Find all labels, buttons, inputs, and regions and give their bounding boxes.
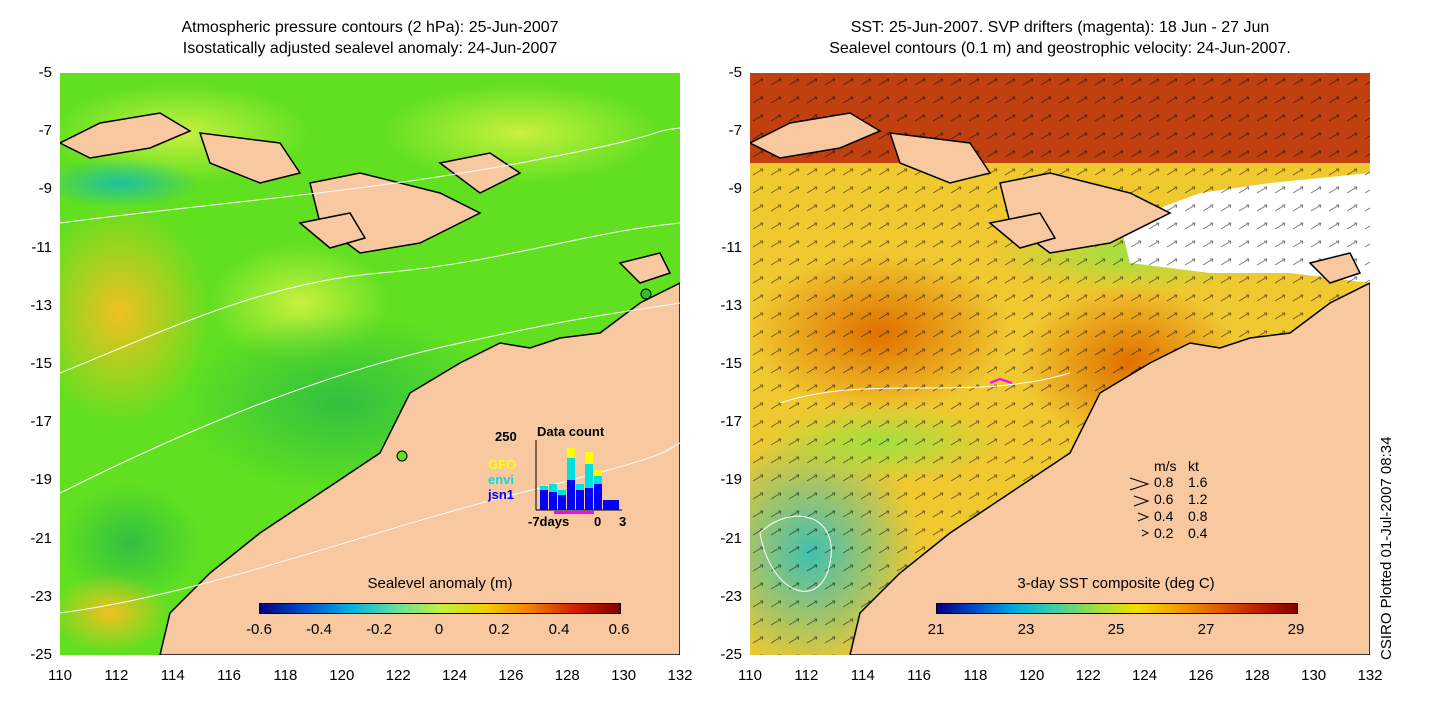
rightY-tick: -21 [720, 529, 742, 547]
rightY-tick: -25 [720, 646, 742, 663]
leftCBticks-label: 0.2 [488, 621, 510, 638]
velocity-legend-kt-4: 0.4 [1188, 525, 1208, 541]
rightCBticks-label: 29 [1287, 621, 1305, 638]
sst-map [750, 73, 1370, 655]
leftX-tick: 114 [160, 667, 185, 684]
rightX-tick: 128 [1244, 667, 1270, 684]
rightCBticks-label: 21 [927, 621, 945, 638]
left-title-line2: Isostatically adjusted sealevel anomaly:… [182, 40, 558, 57]
leftX-tick: 116 [217, 667, 242, 684]
rightY-tick: -11 [721, 238, 742, 256]
leftCBticks-label: -0.6 [246, 621, 272, 638]
leftY-tick: -5 [38, 64, 52, 81]
leftX-tick: 112 [104, 667, 129, 684]
rightX-tick: 130 [1301, 667, 1327, 684]
rightY-tick: -23 [720, 587, 742, 605]
velocity-legend-kt-3: 0.8 [1188, 508, 1208, 524]
velocity-legend-kt-1: 1.6 [1188, 474, 1208, 490]
rightY-tick: -17 [720, 413, 742, 431]
velocity-legend-kt-2: 1.2 [1188, 491, 1208, 507]
velocity-legend-ms-1: 0.8 [1154, 474, 1174, 490]
velocity-legend-header-ms: m/s [1154, 458, 1177, 474]
leftY-tick: -7 [38, 122, 52, 140]
inset-legend: GFO envi jsn1 [488, 457, 516, 502]
rightX-tick: 126 [1188, 667, 1214, 684]
rightX-tick: 120 [1019, 667, 1045, 684]
leftX-tick: 122 [385, 667, 411, 684]
left-colorbar [259, 603, 621, 614]
right-colorbar-title: 3-day SST composite (deg C) [1017, 575, 1215, 592]
leftY-tick: -9 [38, 180, 52, 198]
rightX-tick: 114 [850, 667, 875, 684]
velocity-legend-ms-2: 0.6 [1154, 491, 1174, 507]
rightY-tick: -19 [720, 471, 742, 489]
velocity-legend-header-kt: kt [1188, 458, 1199, 474]
right-title-line1: SST: 25-Jun-2007. SVP drifters (magenta)… [850, 19, 1270, 36]
leftX-tick: 120 [329, 667, 355, 684]
inset-legend-gfo: GFO [488, 457, 517, 472]
inset-x-label-zero: 0 [594, 514, 602, 529]
velocity-legend-arrows [1129, 477, 1150, 537]
leftY-tick: -25 [30, 646, 52, 663]
right-title: SST: 25-Jun-2007. SVP drifters (magenta)… [750, 17, 1370, 59]
inset-x-label-start: -7days [528, 514, 570, 529]
rightX-tick: 116 [907, 667, 932, 684]
leftX-tick: 132 [667, 667, 693, 684]
velocity-legend-ms-4: 0.2 [1154, 525, 1174, 541]
leftY-tick: -17 [30, 413, 52, 431]
rightX-tick: 118 [963, 667, 988, 684]
inset-x-label-end: 3 [619, 514, 627, 529]
inset-legend-jsn1: jsn1 [488, 487, 515, 502]
plot-credit: CSIRO Plotted 01-Jul-2007 08:34 [1378, 436, 1395, 660]
leftCBticks-label: -0.4 [306, 621, 332, 638]
rightY-tick: -15 [720, 355, 742, 372]
velocity-legend-ms-3: 0.4 [1154, 508, 1174, 524]
leftX-tick: 118 [273, 667, 298, 684]
leftY-tick: -11 [31, 238, 52, 256]
leftY-tick: -23 [30, 587, 52, 605]
left-title: Atmospheric pressure contours (2 hPa): 2… [60, 17, 680, 59]
leftX-tick: 126 [498, 667, 524, 684]
rightY-tick: -9 [728, 180, 742, 198]
rightCBticks-label: 25 [1107, 621, 1125, 638]
rightCBticks-label: 23 [1017, 621, 1035, 638]
left-title-line1: Atmospheric pressure contours (2 hPa): 2… [181, 19, 559, 36]
leftY-tick: -21 [30, 529, 52, 547]
rightCBticks-label: 27 [1197, 621, 1215, 638]
leftCBticks-label: 0.6 [608, 621, 630, 638]
leftCBticks-label: 0 [434, 621, 444, 638]
rightX-tick: 110 [738, 667, 762, 684]
inset-title: Data count [537, 424, 605, 439]
left-colorbar-title: Sealevel anomaly (m) [367, 575, 513, 592]
right-colorbar [936, 603, 1298, 614]
leftY-tick: -19 [30, 471, 52, 489]
rightY-tick: -13 [720, 296, 742, 314]
leftX-tick: 124 [442, 667, 468, 684]
leftCBticks-label: 0.4 [548, 621, 570, 638]
velocity-legend: m/s kt 0.8 1.6 0.6 1.2 0.4 0.8 0.2 0.4 [1128, 458, 1248, 548]
sealevel-anomaly-map-image [60, 73, 680, 655]
rightY-tick: -5 [728, 64, 742, 81]
inset-ymax-label: 250 [495, 429, 517, 444]
leftY-tick: -15 [30, 355, 52, 372]
histogram-bars [540, 448, 619, 510]
rightX-tick: 122 [1075, 667, 1101, 684]
leftCBticks-label: -0.2 [366, 621, 392, 638]
leftX-tick: 110 [48, 667, 72, 684]
inset-histogram [535, 440, 622, 514]
sst-map-image [750, 73, 1370, 655]
sealevel-anomaly-map [60, 73, 680, 655]
leftX-tick: 128 [554, 667, 580, 684]
rightY-tick: -7 [728, 122, 742, 140]
leftX-tick: 130 [611, 667, 637, 684]
rightX-tick: 132 [1357, 667, 1383, 684]
right-title-line2: Sealevel contours (0.1 m) and geostrophi… [829, 40, 1291, 57]
leftY-tick: -13 [30, 296, 52, 314]
rightX-tick: 124 [1132, 667, 1158, 684]
rightX-tick: 112 [794, 667, 819, 684]
inset-legend-envi: envi [488, 472, 515, 487]
